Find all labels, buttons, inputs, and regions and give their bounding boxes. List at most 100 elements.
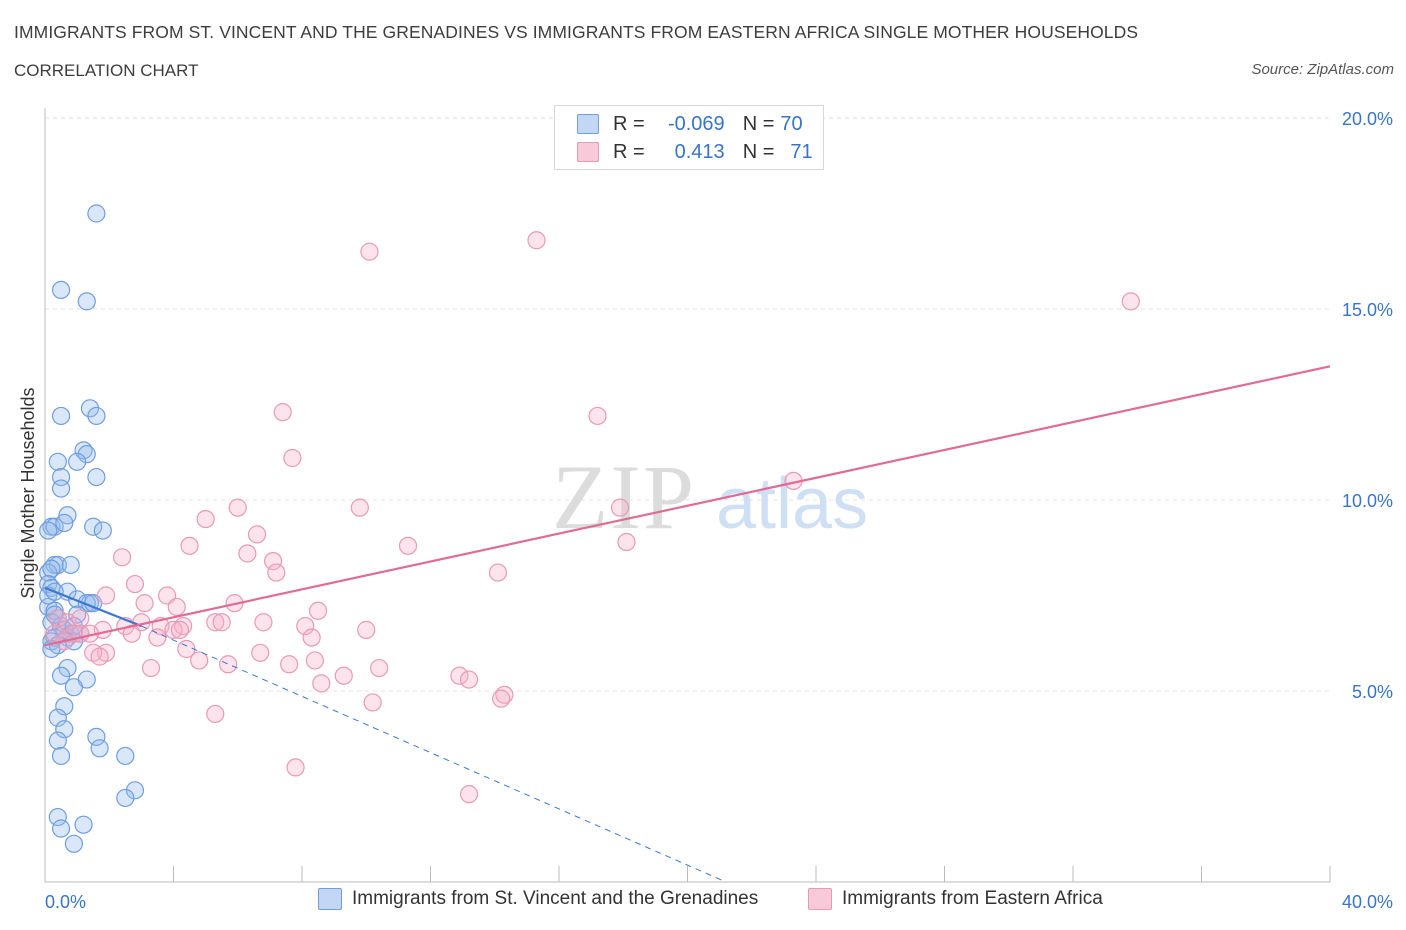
legend-n-value-blue: 70: [780, 112, 803, 135]
pink-data-point: [141, 658, 161, 678]
pink-data-point: [170, 620, 190, 639]
blue-data-point: [80, 399, 100, 418]
legend-row-blue: R = -0.069 N = 70: [577, 111, 803, 137]
chart-title: IMMIGRANTS FROM ST. VINCENT AND THE GREN…: [14, 22, 1139, 42]
watermark-zip: ZIP: [552, 446, 696, 548]
pink-data-point: [48, 609, 67, 628]
legend-r-label: R =: [613, 112, 645, 135]
pink-data-point: [206, 704, 225, 724]
blue-data-point: [51, 479, 71, 498]
pink-data-point: [96, 586, 116, 605]
blue-data-point: [116, 788, 135, 808]
pink-data-point: [357, 620, 376, 639]
pink-data-point: [334, 666, 353, 685]
legend-r-value-pink: 0.413: [674, 140, 725, 163]
pink-data-point: [122, 624, 141, 643]
pink-data-point: [610, 498, 630, 517]
pink-data-point: [488, 563, 508, 582]
pink-data-point: [363, 693, 382, 712]
pink-data-point: [238, 544, 257, 563]
pink-data-point: [263, 552, 283, 571]
watermark: ZIP atlas: [552, 446, 868, 548]
pink-data-point: [228, 498, 247, 517]
y-axis-label: Single Mother Households: [18, 387, 38, 598]
pink-data-point: [350, 498, 369, 517]
stats-legend: R = -0.069 N = 70 R = 0.413 N = 71: [554, 105, 824, 170]
pink-data-point: [302, 628, 321, 647]
axes: 5.0% 10.0% 15.0% 20.0% 0.0% 40.0%: [44, 108, 1393, 912]
blue-data-point: [51, 746, 71, 766]
y-tick-label: 20.0%: [1342, 109, 1393, 129]
chart-subtitle: CORRELATION CHART: [14, 61, 199, 80]
legend-swatch-blue: [577, 114, 599, 134]
pink-data-point: [588, 406, 607, 426]
pink-data-point: [251, 643, 270, 662]
bottom-legend-pink: Immigrants from Eastern Africa: [808, 888, 1103, 910]
legend-n-value-pink: 71: [790, 140, 813, 163]
blue-data-point: [125, 781, 145, 800]
blue-data-point: [48, 708, 67, 727]
blue-data-point: [51, 406, 71, 426]
bottom-legend-label-blue: Immigrants from St. Vincent and the Gren…: [352, 888, 759, 909]
trend-lines: [44, 365, 1331, 883]
blue-data-point: [48, 452, 67, 471]
blue-data-point: [74, 815, 93, 834]
blue-data-point: [55, 720, 74, 739]
pink-data-point: [305, 651, 324, 670]
pink-data-point: [190, 651, 209, 670]
blue-trendline: [44, 586, 142, 628]
y-tick-label: 5.0%: [1352, 682, 1393, 702]
blue-data-point: [87, 406, 106, 426]
blue-data-point: [93, 521, 112, 540]
blue-data-point: [90, 739, 109, 758]
pink-data-point: [206, 613, 225, 632]
bottom-legend-swatch-blue: [318, 888, 342, 910]
pink-data-point: [450, 666, 469, 685]
pink-data-point: [1121, 292, 1140, 311]
blue-data-point: [68, 452, 87, 471]
pink-data-point: [617, 532, 636, 552]
bottom-legend-label-pink: Immigrants from Eastern Africa: [842, 888, 1103, 909]
blue-data-point: [87, 204, 106, 223]
pink-data-point: [212, 613, 231, 632]
pink-data-point: [398, 536, 418, 555]
blue-data-point: [64, 834, 84, 853]
y-tick-label: 15.0%: [1342, 300, 1393, 320]
pink-data-point: [492, 689, 511, 708]
pink-data-point: [459, 670, 479, 689]
blue-data-point: [48, 731, 67, 750]
pink-data-point: [360, 242, 379, 261]
pink-data-point: [135, 594, 154, 613]
blue-data-point: [58, 658, 77, 678]
blue-trendline-extension: [141, 625, 727, 883]
pink-data-point: [247, 525, 267, 544]
pink-data-point: [71, 609, 90, 628]
blue-data-point: [84, 517, 103, 536]
pink-data-point: [125, 574, 145, 594]
blue-data-point: [51, 280, 71, 299]
data-points: [39, 204, 1140, 853]
pink-data-point: [527, 231, 546, 250]
blue-data-point: [55, 697, 74, 716]
bottom-legend-blue: Immigrants from St. Vincent and the Gren…: [318, 888, 758, 910]
blue-data-point: [116, 746, 135, 766]
blue-data-point: [42, 559, 61, 578]
blue-data-point: [77, 445, 96, 464]
pink-data-point: [280, 655, 299, 674]
legend-r-value-blue: -0.069: [667, 112, 725, 135]
x-tick-label: 0.0%: [45, 892, 86, 912]
legend-n-label: N =: [742, 140, 775, 163]
pink-data-point: [254, 613, 273, 632]
pink-data-point: [219, 655, 238, 674]
watermark-atlas: atlas: [716, 464, 868, 544]
blue-data-point: [87, 727, 106, 746]
pink-data-point: [148, 628, 167, 647]
blue-data-point: [87, 467, 106, 487]
blue-data-point: [61, 555, 80, 575]
pink-data-point: [267, 563, 286, 582]
pink-data-point: [90, 647, 109, 666]
x-tick-label: 40.0%: [1342, 892, 1393, 912]
pink-trendline: [44, 365, 1331, 647]
blue-data-point: [77, 292, 96, 311]
